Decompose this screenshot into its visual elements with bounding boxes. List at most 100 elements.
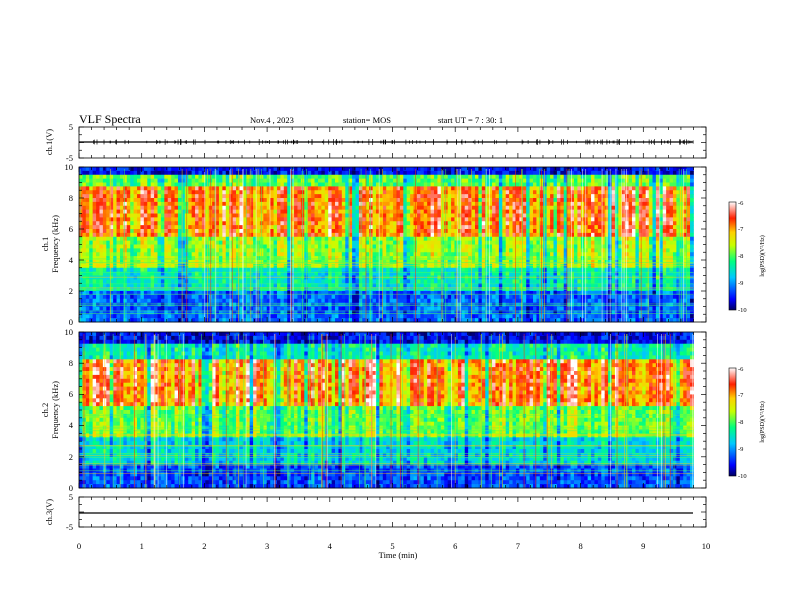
- spectrogram-cell: [447, 209, 452, 214]
- spectrogram-cell: [236, 178, 240, 183]
- spectrogram-cell: [215, 236, 220, 242]
- spectrogram-cell: [232, 275, 237, 280]
- spectrogram-cell: [266, 209, 271, 214]
- spectrogram-cell: [348, 267, 353, 273]
- spectrogram-cell: [222, 229, 227, 234]
- spectrogram-cell: [283, 225, 288, 230]
- spectrogram-cell: [280, 209, 285, 214]
- spectrogram-cell: [311, 302, 315, 307]
- spectrogram-cell: [338, 213, 343, 218]
- spectrogram-cell: [218, 302, 223, 307]
- spectrogram-cell: [232, 252, 237, 257]
- spectrogram-cell: [338, 314, 343, 319]
- spectrogram-cell: [314, 221, 319, 226]
- spectrogram-cell: [96, 263, 100, 269]
- spectrogram-cell: [307, 275, 312, 280]
- spectrogram-cell: [201, 279, 206, 284]
- spectrogram-cell: [324, 190, 329, 195]
- spectrogram-cell: [365, 182, 370, 187]
- spectrogram-cell: [119, 275, 124, 280]
- spectrogram-cell: [464, 201, 469, 207]
- spectrogram-cell: [399, 271, 404, 276]
- spectrogram-cell: [399, 283, 404, 288]
- spectrogram-cell: [437, 267, 442, 273]
- spectrogram-cell: [352, 170, 356, 176]
- spectrogram-cell: [259, 198, 264, 203]
- spectrogram-cell: [386, 213, 391, 218]
- spectrogram-cell: [276, 194, 281, 199]
- spectrogram-cell: [273, 174, 278, 180]
- spectrogram-cell: [369, 310, 373, 315]
- spectrogram-cell: [328, 205, 333, 211]
- spectrogram-cell: [171, 267, 175, 273]
- spectrogram-cell: [294, 256, 298, 261]
- spectrogram-cell: [294, 182, 298, 187]
- spectrogram-cell: [242, 182, 247, 187]
- spectrogram-cell: [372, 167, 377, 172]
- spectrogram-cell: [481, 267, 486, 273]
- spectrogram-cell: [191, 256, 196, 261]
- spectrogram-cell: [133, 182, 138, 187]
- spectrogram-cell: [85, 310, 90, 315]
- spectrogram-cell: [362, 279, 367, 284]
- spectrogram-cell: [406, 294, 411, 300]
- spectrogram-cell: [345, 306, 350, 311]
- spectrogram-cell: [82, 302, 87, 307]
- spectrogram-cell: [198, 310, 203, 315]
- spectrogram-cell: [287, 302, 292, 307]
- spectrogram-cell: [89, 267, 94, 273]
- spectrogram-cell: [416, 178, 421, 183]
- spectrogram-cell: [481, 271, 486, 276]
- spectrogram-cell: [198, 167, 203, 172]
- spectrogram-cell: [372, 302, 377, 307]
- spectrogram-cell: [89, 298, 94, 304]
- spectrogram-cell: [348, 221, 353, 226]
- spectrogram-cell: [270, 167, 274, 172]
- spectrogram-cell: [92, 167, 97, 172]
- spectrogram-cell: [468, 244, 472, 249]
- spectrogram-cell: [140, 298, 145, 304]
- spectrogram-cell: [109, 298, 114, 304]
- spectrogram-cell: [174, 252, 179, 257]
- spectrogram-cell: [287, 318, 292, 323]
- spectrogram-cell: [345, 283, 350, 288]
- spectrogram-cell: [113, 209, 117, 214]
- spectrogram-cell: [485, 194, 490, 199]
- spectrogram-cell: [382, 201, 387, 207]
- spectrogram-cell: [167, 182, 172, 187]
- spectrogram-cell: [130, 182, 135, 187]
- spectrogram-cell: [396, 267, 401, 273]
- spectrogram-cell: [403, 240, 408, 245]
- spectrogram-cell: [164, 291, 169, 296]
- spectrogram-cell: [389, 190, 394, 195]
- spectrogram-cell: [481, 217, 486, 222]
- spectrogram-cell: [314, 190, 319, 195]
- spectrogram-cell: [321, 248, 326, 253]
- spectrogram-cell: [474, 302, 479, 307]
- spectrogram-cell: [140, 186, 145, 191]
- spectrogram-cell: [99, 287, 104, 292]
- spectrogram-cell: [297, 318, 302, 323]
- spectrogram-cell: [89, 310, 94, 315]
- spectrogram-cell: [126, 244, 131, 249]
- spectrogram-cell: [386, 314, 391, 319]
- spectrogram-cell: [242, 294, 247, 300]
- spectrogram-cell: [236, 236, 240, 242]
- spectrogram-cell: [82, 217, 87, 222]
- spectrogram-cell: [314, 279, 319, 284]
- spectrogram-cell: [96, 178, 100, 183]
- spectrogram-cell: [365, 283, 370, 288]
- spectrogram-cell: [96, 298, 100, 304]
- spectrogram-cell: [191, 314, 196, 319]
- spectrogram-cell: [430, 167, 435, 172]
- spectrogram-cell: [451, 178, 455, 183]
- spectrogram-cell: [410, 256, 414, 261]
- spectrogram-cell: [188, 167, 193, 172]
- spectrogram-cell: [195, 217, 199, 222]
- spectrogram-cell: [382, 279, 387, 284]
- spectrogram-cell: [195, 221, 199, 226]
- spectrogram-cell: [123, 170, 128, 176]
- spectrogram-cell: [249, 167, 254, 172]
- spectrogram-cell: [106, 271, 111, 276]
- spectrogram-cell: [150, 267, 155, 273]
